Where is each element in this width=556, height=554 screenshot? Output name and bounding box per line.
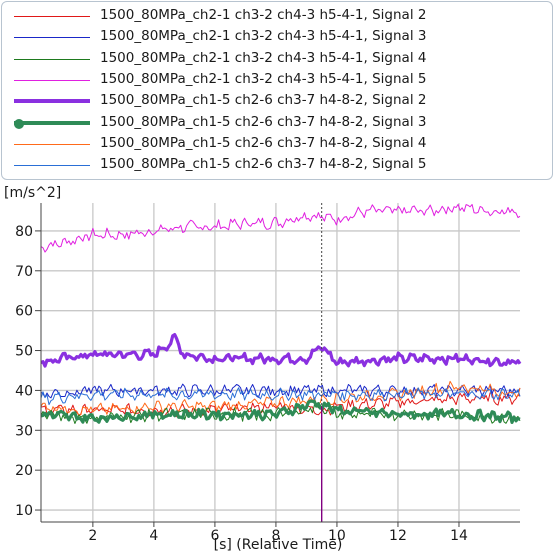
- legend-line-swatch: [14, 79, 90, 81]
- legend-line-swatch: [14, 143, 90, 145]
- legend-item[interactable]: 1500_80MPa_ch2-1 ch3-2 ch4-3 h5-4-1, Sig…: [2, 70, 552, 91]
- legend-label: 1500_80MPa_ch1-5 ch2-6 ch3-7 h4-8-2, Sig…: [100, 92, 427, 109]
- y-tick-label: 50: [15, 344, 33, 360]
- x-tick-label: 6: [210, 528, 219, 544]
- x-tick-label: 12: [389, 528, 407, 544]
- legend-item[interactable]: 1500_80MPa_ch1-5 ch2-6 ch3-7 h4-8-2, Sig…: [2, 134, 552, 155]
- legend-label: 1500_80MPa_ch1-5 ch2-6 ch3-7 h4-8-2, Sig…: [100, 156, 427, 173]
- legend-item[interactable]: 1500_80MPa_ch2-1 ch3-2 ch4-3 h5-4-1, Sig…: [2, 49, 552, 70]
- legend-label: 1500_80MPa_ch2-1 ch3-2 ch4-3 h5-4-1, Sig…: [100, 7, 427, 23]
- series-line[interactable]: [40, 399, 521, 424]
- legend-label: 1500_80MPa_ch1-5 ch2-6 ch3-7 h4-8-2, Sig…: [100, 134, 427, 151]
- y-tick-label: 10: [15, 503, 33, 519]
- x-tick-label: 14: [450, 528, 468, 544]
- legend-label: 1500_80MPa_ch1-5 ch2-6 ch3-7 h4-8-2, Sig…: [100, 113, 427, 130]
- y-tick-label: 70: [15, 264, 33, 280]
- y-tick-label: 40: [15, 383, 33, 399]
- legend-item[interactable]: 1500_80MPa_ch1-5 ch2-6 ch3-7 h4-8-2, Sig…: [2, 113, 552, 134]
- y-axis-label: [m/s^2]: [4, 185, 61, 201]
- x-tick-label: 8: [271, 528, 280, 544]
- legend-marker-dot: [14, 118, 24, 129]
- legend-label: 1500_80MPa_ch2-1 ch3-2 ch4-3 h5-4-1, Sig…: [100, 28, 427, 45]
- y-tick-label: 60: [15, 304, 33, 320]
- legend-item[interactable]: 1500_80MPa_ch1-5 ch2-6 ch3-7 h4-8-2, Sig…: [2, 91, 552, 112]
- series-line[interactable]: [40, 404, 521, 424]
- chart-legend: 1500_80MPa_ch2-1 ch3-2 ch4-3 h5-4-1, Sig…: [1, 1, 553, 180]
- series-line[interactable]: [40, 387, 521, 406]
- x-tick-label: 4: [149, 528, 158, 544]
- legend-line-swatch: [14, 37, 90, 39]
- legend-item[interactable]: 1500_80MPa_ch2-1 ch3-2 ch4-3 h5-4-1, Sig…: [2, 27, 552, 48]
- legend-line-swatch: [14, 58, 90, 60]
- legend-line-swatch: [14, 165, 90, 167]
- legend-item[interactable]: 1500_80MPa_ch1-5 ch2-6 ch3-7 h4-8-2, Sig…: [2, 155, 552, 176]
- legend-item[interactable]: 1500_80MPa_ch2-1 ch3-2 ch4-3 h5-4-1, Sig…: [2, 6, 552, 27]
- x-tick-label: 10: [328, 528, 346, 544]
- legend-line-swatch: [14, 16, 90, 17]
- x-tick-label: 2: [88, 528, 97, 544]
- legend-line-swatch: [14, 99, 90, 104]
- legend-label: 1500_80MPa_ch2-1 ch3-2 ch4-3 h5-4-1, Sig…: [100, 70, 427, 87]
- legend-line-swatch: [14, 120, 90, 125]
- series-line[interactable]: [40, 391, 521, 418]
- series-line[interactable]: [40, 380, 521, 416]
- y-tick-label: 80: [15, 224, 33, 240]
- legend-label: 1500_80MPa_ch2-1 ch3-2 ch4-3 h5-4-1, Sig…: [100, 49, 427, 66]
- series-line[interactable]: [40, 333, 522, 368]
- y-tick-label: 20: [15, 463, 33, 479]
- x-axis-label: [s] (Relative Time): [214, 537, 343, 553]
- y-tick-label: 30: [15, 423, 33, 439]
- series-line[interactable]: [40, 203, 521, 253]
